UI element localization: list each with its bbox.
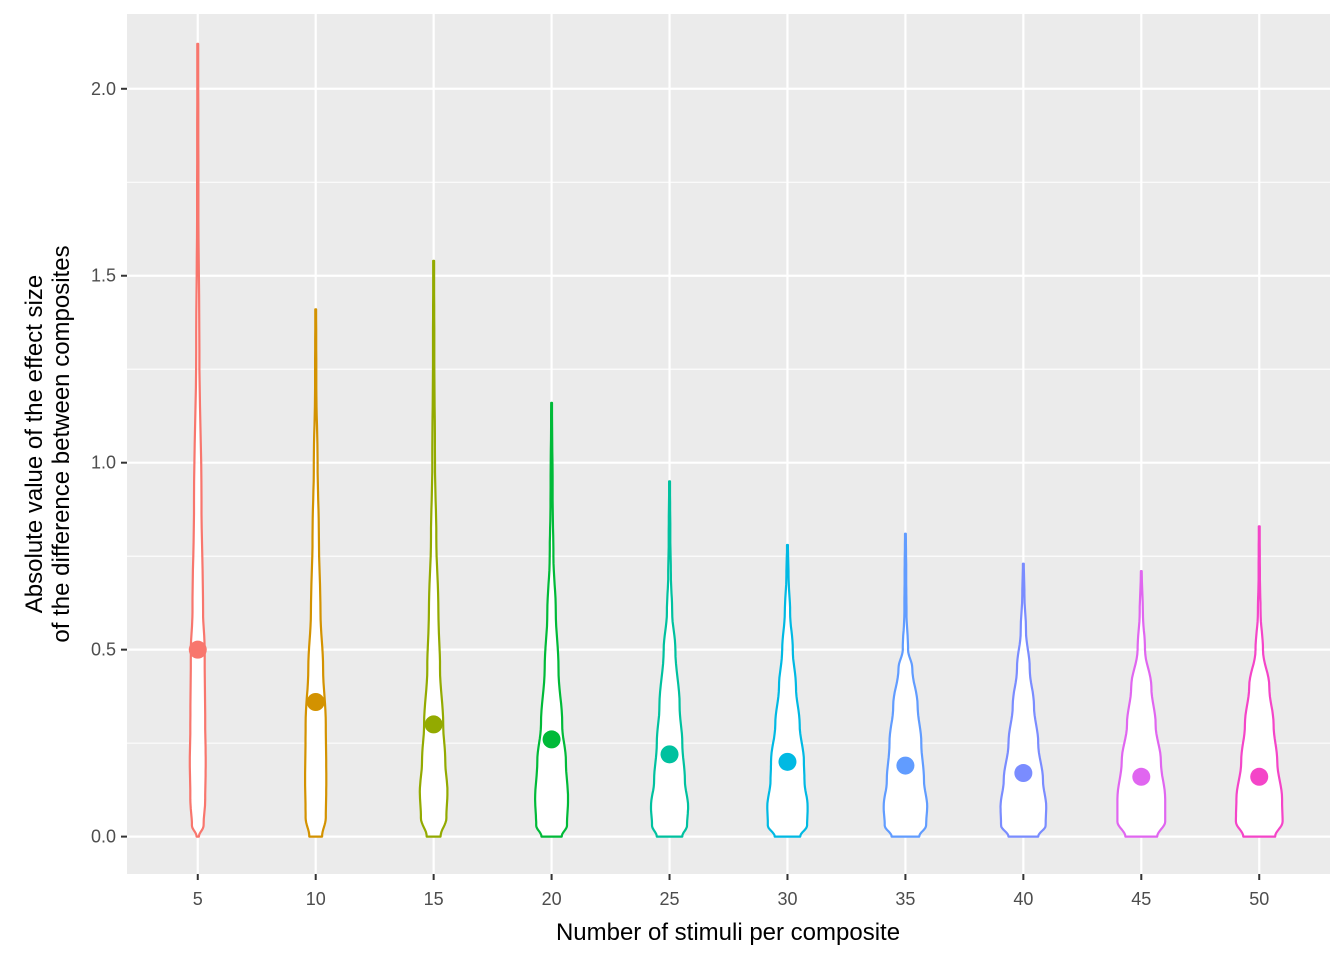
mean-point-50 <box>1250 767 1269 786</box>
violin-40 <box>999 562 1048 838</box>
x-tick-label: 50 <box>1249 889 1269 909</box>
x-tick-label: 30 <box>777 889 797 909</box>
x-tick-label: 40 <box>1013 889 1033 909</box>
x-tick-label: 20 <box>542 889 562 909</box>
y-tick-label: 1.0 <box>91 453 116 473</box>
mean-point-25 <box>660 745 679 764</box>
violin-5 <box>188 42 207 838</box>
x-axis: 5 10 15 20 25 30 35 40 45 50 <box>193 874 1269 909</box>
y-axis-title-line-1: Absolute value of the effect size <box>21 275 48 613</box>
violin-15 <box>418 259 449 838</box>
x-tick-label: 5 <box>193 889 203 909</box>
mean-point-45 <box>1132 767 1151 786</box>
mean-point-20 <box>542 730 561 749</box>
violin-50 <box>1234 525 1284 838</box>
y-axis: 0.0 0.5 1.0 1.5 2.0 <box>91 79 127 847</box>
mean-point-15 <box>424 715 443 734</box>
y-axis-title: Absolute value of the effect size of the… <box>21 245 75 642</box>
violin-35 <box>882 532 929 838</box>
y-axis-title-line-2: of the difference between composites <box>48 245 75 642</box>
y-tick-label: 0.0 <box>91 827 116 847</box>
violin-20 <box>534 401 570 838</box>
y-tick-label: 0.5 <box>91 640 116 660</box>
mean-point-40 <box>1014 764 1033 783</box>
mean-point-30 <box>778 752 797 771</box>
x-axis-title: Number of stimuli per composite <box>556 919 900 946</box>
violin-30 <box>766 543 809 838</box>
x-tick-label: 15 <box>424 889 444 909</box>
x-tick-label: 25 <box>660 889 680 909</box>
y-tick-label: 2.0 <box>91 79 116 99</box>
x-tick-label: 10 <box>306 889 326 909</box>
mean-points <box>188 640 1269 786</box>
y-tick-label: 1.5 <box>91 266 116 286</box>
x-tick-label: 45 <box>1131 889 1151 909</box>
mean-point-10 <box>306 693 325 711</box>
x-tick-label: 35 <box>895 889 915 909</box>
violin-25 <box>649 480 690 838</box>
mean-point-5 <box>188 640 207 659</box>
violin-45 <box>1116 570 1167 838</box>
mean-point-35 <box>896 756 915 775</box>
